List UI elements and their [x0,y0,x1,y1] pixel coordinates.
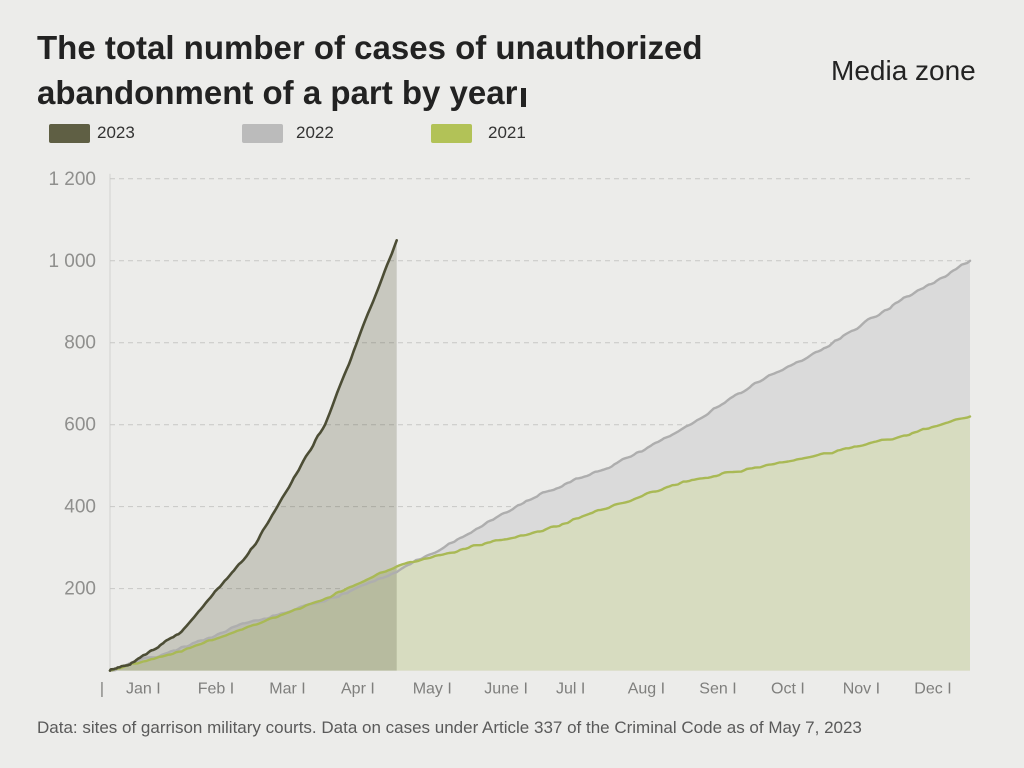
svg-text:Sen I: Sen I [699,681,736,698]
svg-text:Aug I: Aug I [628,681,665,698]
svg-text:1 200: 1 200 [48,169,96,190]
svg-text:600: 600 [64,415,96,436]
svg-text:200: 200 [64,579,96,600]
svg-text:Apr I: Apr I [341,681,375,698]
svg-text:Dec I: Dec I [914,681,951,698]
svg-text:June I: June I [484,681,528,698]
svg-text:Mar I: Mar I [269,681,305,698]
svg-text:800: 800 [64,333,96,354]
svg-text:1 000: 1 000 [48,251,96,272]
svg-text:May I: May I [413,681,452,698]
svg-text:400: 400 [64,497,96,518]
svg-text:Jan I: Jan I [126,681,161,698]
svg-text:Oct I: Oct I [771,681,805,698]
svg-text:|: | [100,681,104,698]
svg-text:Feb I: Feb I [198,681,234,698]
svg-text:Jul I: Jul I [556,681,585,698]
svg-text:Nov I: Nov I [843,681,880,698]
